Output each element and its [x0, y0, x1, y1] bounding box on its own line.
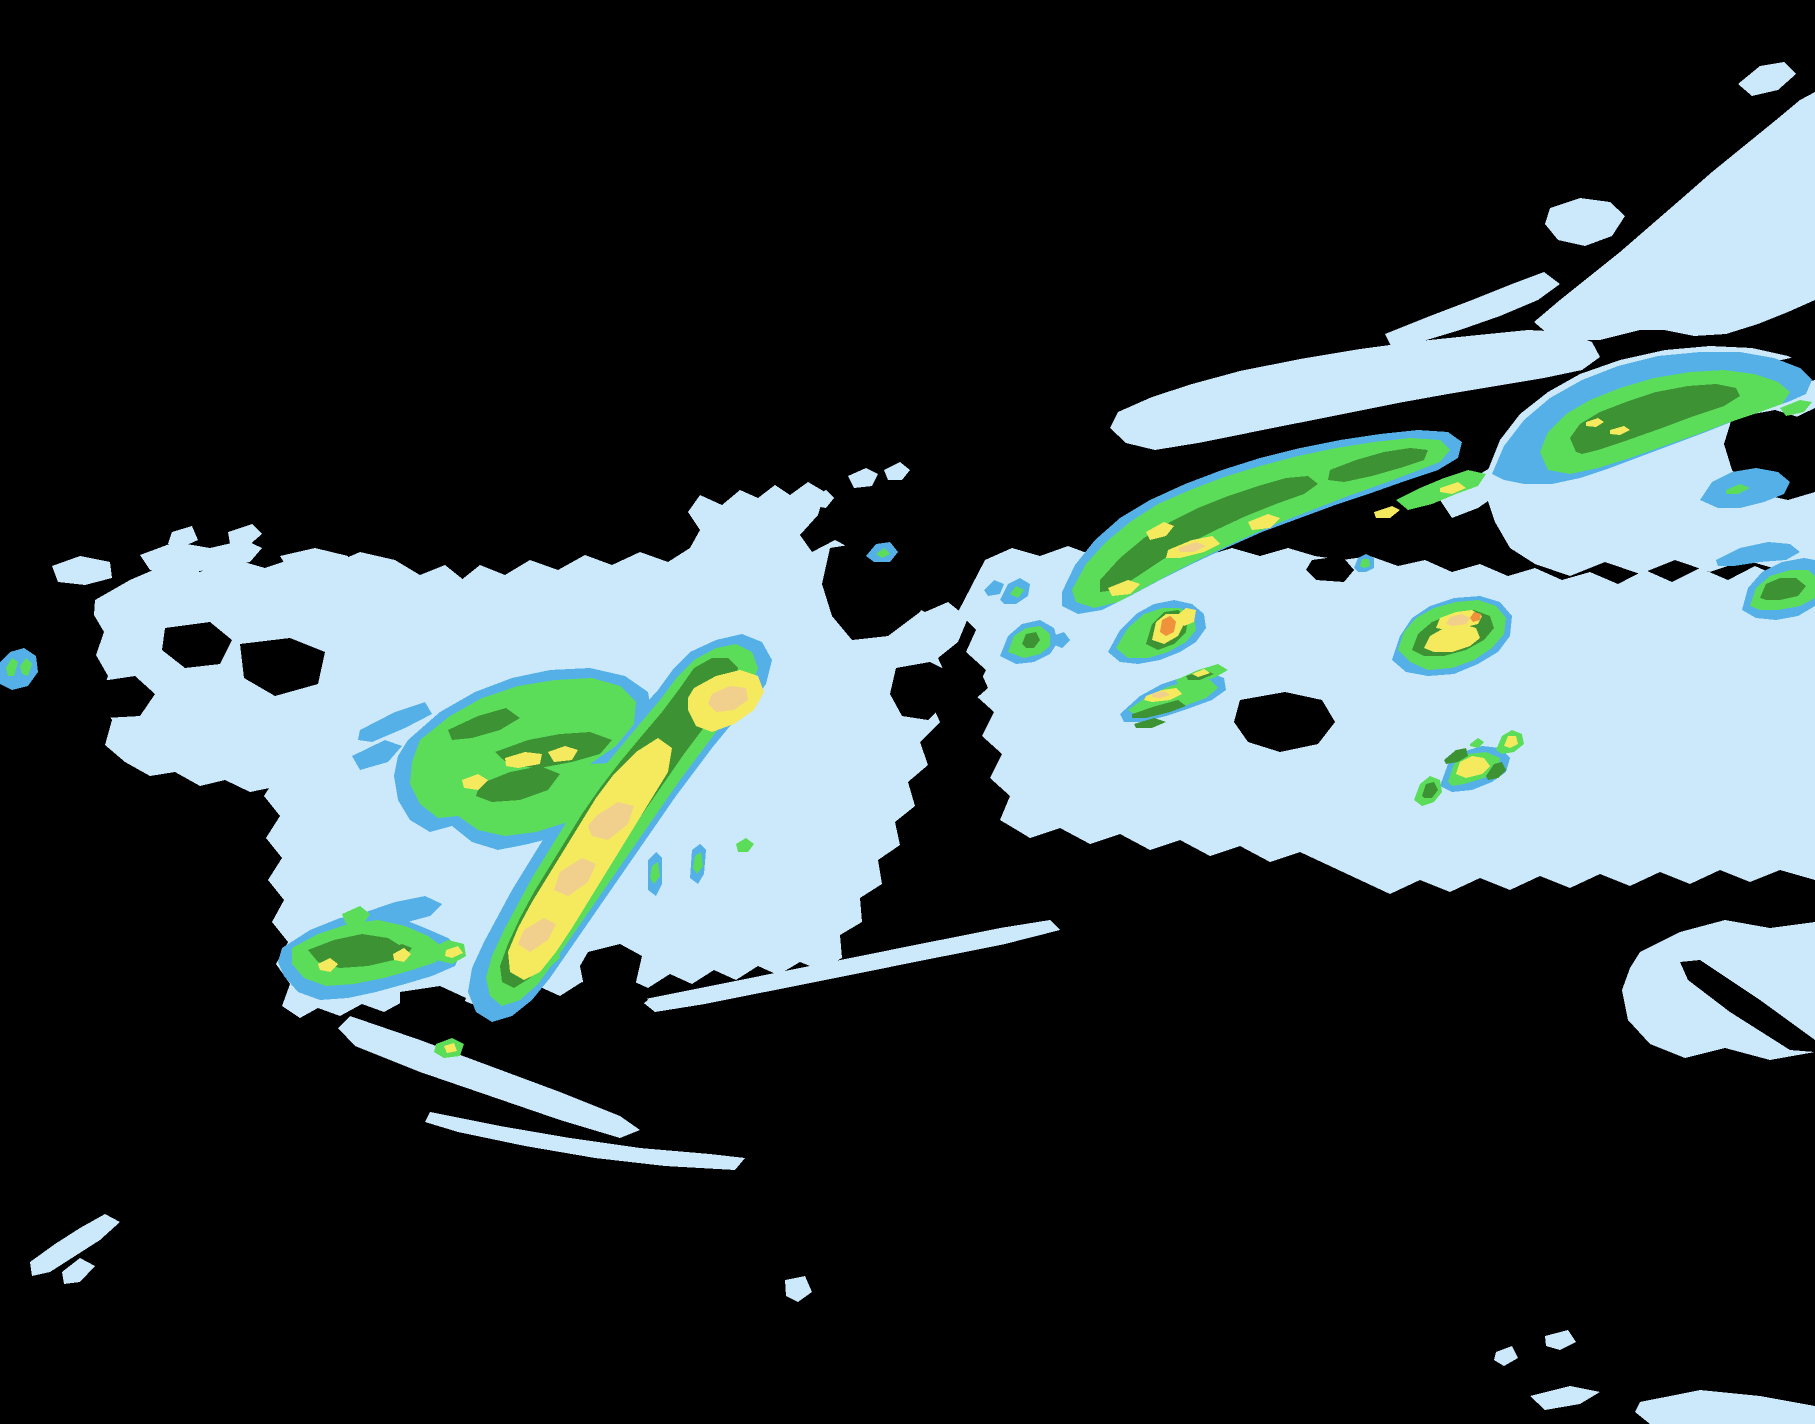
islet-d: [756, 502, 782, 520]
bite-arch-3: [88, 676, 155, 718]
bite-rb-slash: [1680, 960, 1815, 1052]
bite-swath-d: [400, 986, 466, 1030]
left-cluster-dark-a: [476, 766, 560, 802]
mid-blue-dot-b: [984, 580, 1004, 596]
left-top-spot-c: [280, 548, 352, 578]
midright-yellow-b: [1146, 522, 1174, 540]
bite-swath-hole-a: [890, 662, 950, 720]
mid-cyan-cell-dot: [1010, 586, 1024, 598]
left-top-spot-a: [168, 526, 198, 548]
orange-cell-hook: [1176, 608, 1196, 626]
yellow-band-tan-c: [518, 918, 556, 952]
left-cluster-yellow-b: [548, 746, 578, 762]
midright-tan-dash: [1178, 542, 1206, 552]
bottom-streak-2: [425, 1112, 745, 1170]
mid-cell-dark-dot: [1022, 632, 1040, 648]
left-cluster-yellow-c: [462, 774, 488, 790]
br-corner-streak: [1530, 1386, 1600, 1410]
right-edge-blue-band: [1716, 542, 1800, 566]
rb-chain-surround: [1384, 690, 1660, 852]
bl-cluster-a: [30, 1214, 120, 1276]
bite-arch-1: [162, 622, 232, 668]
bl-cell-a-yellow: [393, 948, 411, 962]
streak-upper-yellow: [1192, 669, 1210, 677]
right-edge-blob-dark: [1760, 578, 1806, 600]
ne-mass-dark: [1570, 384, 1740, 454]
tan-cell-orange-dot: [1470, 612, 1481, 622]
islet-c: [812, 490, 834, 508]
left-cluster-streak-b: [352, 740, 402, 770]
bite-swath-c: [580, 944, 648, 1014]
small-cell-west-dot: [876, 548, 890, 558]
small-cell-ne-dot: [1360, 559, 1370, 568]
left-cluster-streak-a: [358, 702, 432, 742]
midright-band-dark-b: [1328, 448, 1428, 482]
v-streak-a-core: [650, 862, 660, 884]
left-top-spot-b: [228, 524, 262, 546]
bl-dot: [785, 1276, 812, 1302]
tan-cell-yellow-blob: [1424, 624, 1480, 652]
bite-arch-2: [240, 638, 325, 696]
bite-right-b: [1234, 692, 1335, 752]
bl-cell-b-yellow: [445, 946, 463, 958]
left-top-streak-b: [140, 540, 262, 575]
rb-cell1-dark: [1486, 762, 1506, 780]
bottom-streak-1: [338, 1016, 640, 1138]
ne-blob-upper: [1545, 198, 1625, 246]
corner-bit: [1738, 62, 1796, 96]
rb-streak-dark: [1444, 748, 1468, 764]
br-bit-a: [1494, 1346, 1518, 1366]
bl-cluster-b: [62, 1258, 95, 1284]
midright-yellow-c: [1248, 514, 1280, 530]
ne-lens-spur: [1385, 272, 1560, 348]
midright-ext-yellow: [1440, 482, 1466, 494]
far-left-cell-dot-a: [6, 658, 18, 676]
orange-cell-core: [1160, 616, 1176, 636]
bl-cluster-yellow-a: [318, 958, 338, 972]
corner-band: [1534, 92, 1815, 340]
far-left-cell-dot-b: [20, 658, 32, 676]
ne-mass-yellow-a: [1586, 418, 1604, 427]
islet-a: [848, 468, 878, 488]
streak-cluster-tan: [1152, 691, 1170, 698]
bite-right-a: [1306, 556, 1354, 582]
tiny-cell-yellow: [444, 1043, 457, 1053]
bite-swath-hole-b: [954, 670, 988, 702]
rb-cell2-yellow: [1504, 736, 1518, 748]
ne-lens: [1110, 330, 1600, 450]
br-bit-b: [1545, 1330, 1576, 1350]
yellow-band-tan-b: [554, 858, 596, 896]
left-cluster-yellow-a: [505, 752, 542, 768]
yellow-band-core: [508, 738, 672, 980]
ne-mass-green-streak: [1780, 400, 1812, 416]
br-corner-mass: [1635, 1390, 1815, 1424]
midright-band-dark-a: [1100, 476, 1318, 592]
mid-blue-dot-a: [1052, 632, 1070, 648]
bl-upper-dot: [342, 906, 370, 926]
streak-dark-a: [1132, 700, 1186, 718]
yellow-band-tan-a: [588, 802, 634, 840]
rb-dot-green: [1470, 738, 1484, 748]
v-streak-b-core: [693, 852, 703, 874]
left-top-streak-a: [52, 556, 112, 585]
left-cluster-dark-c: [448, 708, 520, 740]
rb-cell3-dark: [1422, 782, 1438, 798]
right-edge-mass-dash: [1726, 484, 1750, 494]
streak-dark-b: [1134, 718, 1166, 728]
islet-b: [884, 462, 910, 480]
far-left-cell-fringe: [0, 648, 38, 690]
midright-yellow-e: [1108, 580, 1140, 596]
midright-yellow-d: [1374, 506, 1400, 518]
bite-wedge: [822, 540, 938, 640]
rb-cell1-yellow: [1456, 756, 1490, 778]
tan-cell-core: [1446, 614, 1470, 626]
upper-lens-tan: [708, 686, 748, 712]
bottom-streak-3: [640, 920, 1060, 1012]
ne-mass-yellow-b: [1610, 426, 1630, 435]
small-dot-green: [736, 838, 754, 852]
